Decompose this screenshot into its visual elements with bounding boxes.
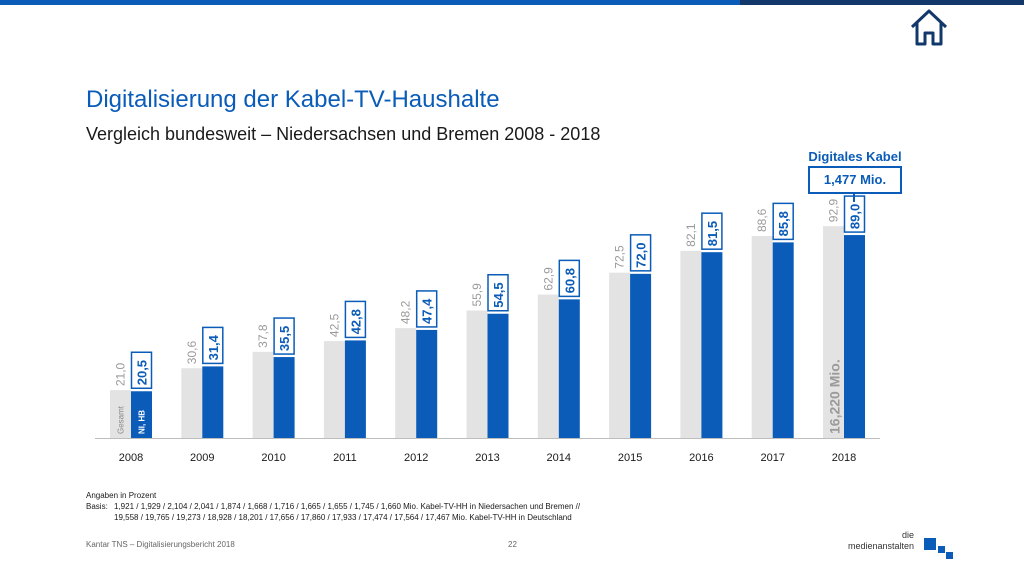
footer-source: Kantar TNS – Digitalisierungsbericht 201… <box>86 540 235 549</box>
chart-notes: Angaben in Prozent Basis: 1,921 / 1,929 … <box>86 490 580 523</box>
x-tick-label: 2012 <box>404 452 428 464</box>
bar-gesamt <box>680 250 702 438</box>
data-label-gesamt: 21,0 <box>114 362 128 386</box>
home-button[interactable] <box>908 6 950 48</box>
page-title: Digitalisierung der Kabel-TV-Haushalte <box>86 86 500 113</box>
bar-ni-hb <box>416 329 438 438</box>
home-icon <box>910 9 948 46</box>
data-label-gesamt: 82,1 <box>684 223 698 247</box>
data-label-ni-hb: 89,0 <box>848 204 863 229</box>
data-label-gesamt: 92,9 <box>827 199 841 223</box>
bar-ni-hb <box>131 391 152 438</box>
bar-gesamt <box>395 328 417 438</box>
legend-ni-hb: NI, HB <box>138 410 147 434</box>
x-tick-label: 2014 <box>547 452 571 464</box>
x-tick-label: 2017 <box>760 452 784 464</box>
bar-ni-hb <box>344 340 366 438</box>
inside-label-total: 16,220 Mio. <box>827 359 843 434</box>
data-label-box-ni-hb <box>558 259 581 298</box>
logo-square-1 <box>924 538 936 550</box>
bar-gesamt <box>751 235 773 438</box>
data-label-gesamt: 30,6 <box>185 341 199 365</box>
bar-gesamt <box>823 226 844 438</box>
page-number: 22 <box>508 540 517 549</box>
bar-gesamt <box>466 310 488 438</box>
data-label-ni-hb: 20,5 <box>135 360 150 385</box>
basis-note: Basis: 1,921 / 1,929 / 2,104 / 2,041 / 1… <box>86 501 580 512</box>
data-label-box-ni-hb <box>202 326 224 365</box>
x-tick-label: 2018 <box>832 452 856 464</box>
page-subtitle: Vergleich bundesweit – Niedersachsen und… <box>86 124 601 144</box>
basis-line-1: 1,921 / 1,929 / 2,104 / 2,041 / 1,874 / … <box>114 502 581 511</box>
basis-note-2: 19,558 / 19,765 / 19,273 / 18,928 / 18,2… <box>86 512 580 523</box>
data-label-box-ni-hb <box>487 273 509 312</box>
data-label-ni-hb: 81,5 <box>705 221 720 246</box>
bar-ni-hb <box>487 313 509 438</box>
bar-ni-hb <box>273 357 295 438</box>
bar-gesamt <box>181 368 203 438</box>
data-label-ni-hb: 31,4 <box>206 334 221 360</box>
data-label-box-ni-hb <box>273 317 295 355</box>
bar-ni-hb <box>630 273 652 438</box>
data-label-gesamt: 55,9 <box>470 283 484 307</box>
basis-line-2: 19,558 / 19,765 / 19,273 / 18,928 / 18,2… <box>114 513 572 522</box>
bar-gesamt <box>323 341 345 438</box>
x-tick-label: 2016 <box>689 452 713 464</box>
data-label-box-ni-hb <box>772 202 794 241</box>
data-label-box-ni-hb <box>629 234 652 272</box>
x-tick-label: 2011 <box>333 452 357 464</box>
x-tick-label: 2015 <box>618 452 642 464</box>
bar-gesamt <box>609 272 631 438</box>
data-label-ni-hb: 54,5 <box>491 282 506 307</box>
legend-gesamt: Gesamt <box>117 405 126 434</box>
bar-ni-hb <box>772 242 794 438</box>
data-label-ni-hb: 42,8 <box>348 309 363 334</box>
bar-ni-hb <box>558 299 580 438</box>
data-label-ni-hb: 35,5 <box>277 326 292 351</box>
data-label-ni-hb: 72,0 <box>634 243 649 268</box>
data-label-gesamt: 48,2 <box>399 300 413 324</box>
data-label-box-ni-hb <box>415 290 438 328</box>
data-label-ni-hb: 60,8 <box>562 268 577 293</box>
callout-connector <box>853 192 855 202</box>
unit-note: Angaben in Prozent <box>86 491 157 500</box>
logo-square-3 <box>946 552 953 559</box>
data-label-gesamt: 88,6 <box>755 208 769 232</box>
data-label-gesamt: 37,8 <box>256 324 270 348</box>
x-tick-label: 2013 <box>475 452 499 464</box>
callout-value: 1,477 Mio. <box>808 166 902 194</box>
data-label-ni-hb: 85,8 <box>776 211 791 236</box>
basis-label: Basis: <box>86 502 108 511</box>
callout-label: Digitales Kabel <box>808 149 902 164</box>
data-label-box-ni-hb <box>344 300 367 339</box>
bar-gesamt <box>537 294 559 438</box>
logo-text-1: die <box>901 530 914 540</box>
logo-square-2 <box>938 546 945 553</box>
data-label-box-ni-hb <box>130 351 153 390</box>
data-label-gesamt: 42,5 <box>327 313 341 337</box>
top-accent-bar <box>0 0 740 5</box>
data-label-box-ni-hb <box>701 212 723 250</box>
logo-text-2: medienanstalten <box>847 541 914 551</box>
bar-ni-hb <box>844 235 865 438</box>
bar-gesamt <box>252 351 274 438</box>
bar-ni-hb <box>701 252 723 438</box>
x-tick-label: 2010 <box>261 452 285 464</box>
x-tick-label: 2009 <box>190 452 214 464</box>
data-label-ni-hb: 47,4 <box>420 298 435 324</box>
logo: die medienanstalten <box>846 530 956 560</box>
bar-ni-hb <box>202 366 224 438</box>
top-accent-bar-dark <box>740 0 1024 5</box>
data-label-gesamt: 72,5 <box>613 245 627 269</box>
x-tick-label: 2008 <box>119 452 143 464</box>
data-label-gesamt: 62,9 <box>541 267 555 291</box>
bar-gesamt <box>110 390 131 438</box>
